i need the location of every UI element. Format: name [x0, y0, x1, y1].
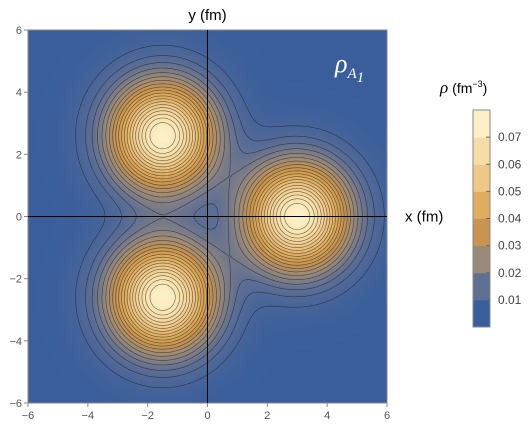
- x-tick-label: 4: [324, 410, 330, 422]
- y-tick-label: 4: [16, 87, 22, 99]
- legend-color-band: [473, 191, 490, 219]
- axis-ticks: −6 −4 −2 0 2 4 6 −6 −4 −2 0 2 4 6: [9, 25, 390, 422]
- legend-tick-label: 0.07: [498, 130, 522, 144]
- x-tick-label: −2: [141, 410, 154, 422]
- contour-line: [132, 104, 328, 329]
- contour-line: [121, 92, 339, 341]
- contour-line: [118, 89, 342, 344]
- legend-color-band: [473, 245, 490, 274]
- legend-tick-label: 0.02: [498, 266, 522, 280]
- contour-lines: [75, 44, 385, 389]
- y-tick-label: 0: [16, 212, 22, 224]
- contour-line: [135, 107, 325, 326]
- y-tick-label: −4: [9, 336, 22, 348]
- contour-line: [141, 113, 319, 320]
- contour-line: [124, 95, 336, 338]
- contour-line: [149, 122, 311, 311]
- contour-line: [112, 83, 348, 350]
- contour-line: [129, 101, 331, 332]
- legend-title-exponent: −3: [472, 79, 482, 89]
- legend-title-unit: (fm: [452, 80, 472, 96]
- y-tick-label: 2: [16, 149, 22, 161]
- contour-line: [85, 55, 375, 378]
- legend-tick-label: 0.01: [498, 293, 522, 307]
- contour-line: [97, 67, 363, 366]
- x-tick-label: 6: [384, 410, 390, 422]
- y-tick-label: −6: [9, 398, 22, 410]
- legend-color-band: [473, 272, 490, 301]
- contour-line: [115, 86, 345, 347]
- legend-tick-label: 0.06: [498, 157, 522, 171]
- contour-line: [109, 80, 351, 353]
- annotation-symbol: ρ: [334, 49, 347, 78]
- x-tick-label: 0: [204, 410, 210, 422]
- annotation-subsubscript: 1: [357, 70, 365, 86]
- contour-line: [145, 117, 315, 316]
- legend-title-symbol: ρ: [439, 78, 448, 97]
- contour-line: [91, 62, 368, 371]
- contour-line: [126, 98, 334, 335]
- legend-title: ρ (fm−3): [439, 78, 487, 97]
- y-tick-label: −2: [9, 274, 22, 286]
- legend-ticks: 0.01 0.02 0.03 0.04 0.05 0.06 0.07: [486, 130, 522, 307]
- contour-line: [75, 44, 385, 389]
- contour-line: [101, 72, 359, 361]
- legend-color-band: [473, 164, 490, 192]
- legend-tick-label: 0.05: [498, 184, 522, 198]
- x-axis-label: x (fm): [405, 209, 443, 226]
- legend-color-band: [473, 299, 490, 328]
- contour-line: [138, 110, 322, 323]
- legend-color-band: [473, 110, 490, 138]
- legend-color-band: [473, 137, 490, 165]
- legend-title-close: ): [483, 80, 488, 96]
- x-tick-label: 2: [264, 410, 270, 422]
- legend-tick-label: 0.03: [498, 239, 522, 253]
- legend-tick-label: 0.04: [498, 212, 522, 226]
- contour-line: [105, 76, 355, 357]
- y-axis-label: y (fm): [188, 7, 226, 24]
- annotation-subscript: A: [346, 66, 357, 82]
- y-tick-label: 6: [16, 25, 22, 37]
- x-tick-label: −6: [22, 410, 35, 422]
- color-legend: ρ (fm−3) 0.01 0.02 0.03 0.04 0.05 0.06 0.07: [439, 78, 522, 328]
- x-tick-label: −4: [82, 410, 95, 422]
- legend-colorbar: [472, 109, 491, 328]
- density-annotation: ρA1: [334, 49, 364, 86]
- legend-color-band: [473, 218, 490, 247]
